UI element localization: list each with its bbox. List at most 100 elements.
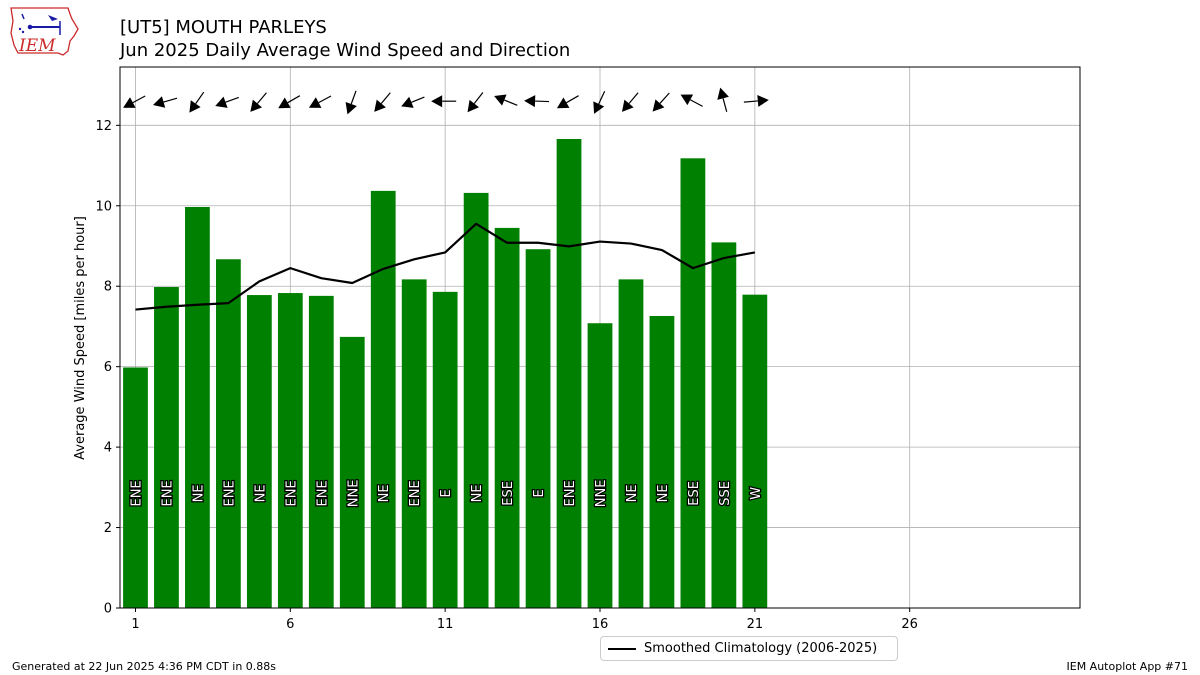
direction-label: E [439,489,454,497]
x-tick-label: 26 [901,617,918,632]
wind-arrow [556,95,579,109]
wind-arrow [717,87,729,112]
speed-bars [123,138,768,608]
legend-line-swatch [608,648,636,650]
wind-arrow [743,94,769,107]
direction-label: NNE [346,480,361,508]
direction-label: NE [253,484,268,502]
wind-arrow-shaft [504,99,518,106]
wind-arrow-shaft [195,91,205,104]
speed-bar [246,295,272,608]
x-tick-label: 21 [747,617,764,632]
speed-bar [742,294,768,608]
wind-arrow [680,94,703,107]
speed-bar [401,279,427,608]
footer-app: IEM Autoplot App #71 [1066,660,1189,673]
chart-subtitle: Jun 2025 Daily Average Wind Speed and Di… [120,40,571,61]
wind-arrow [278,95,301,109]
wind-arrow-head [593,101,605,114]
wind-arrow [621,92,639,112]
wind-arrow-shaft [473,92,484,104]
wind-arrow-shaft [256,92,267,104]
y-tick-label: 12 [95,119,112,134]
speed-bar [649,315,675,608]
wind-arrow-shaft [132,95,146,104]
wind-arrow-head [374,99,386,112]
wind-arrow-head [652,99,665,112]
wind-arrow-shaft [598,90,606,105]
direction-labels: ENE ENE NE ENE NE ENE ENE NNE NE ENE E NE ESE E ENE NNE… [128,478,765,508]
wind-arrow-shaft [411,96,425,103]
wind-arrow-head [524,95,536,108]
wind-arrow-head [215,96,228,108]
direction-label: ESE [687,481,702,506]
wind-arrow-shaft [318,95,332,104]
wind-arrow-shaft [287,95,301,104]
wind-arrow-shaft [350,90,357,105]
chart-title: [UT5] MOUTH PARLEYS [120,17,327,38]
wind-arrow-head [494,94,507,106]
direction-label: NE [377,484,392,502]
wind-arrow-head [680,94,694,106]
x-axis-ticks: 1 6 11 16 21 26 [131,608,918,632]
wind-arrow-head [152,96,166,108]
y-axis-ticks: 0 2 4 6 8 10 12 [95,119,120,617]
direction-label: NE [656,484,671,502]
wind-arrow-head [717,87,729,100]
wind-arrow-head [431,95,443,108]
iem-logo: IEM [10,7,79,56]
x-tick-label: 1 [131,617,139,632]
speed-bar [339,336,365,608]
direction-label: ENE [408,480,423,506]
wind-arrow-head [308,97,322,108]
wind-arrow [401,96,425,108]
wind-arrow-shaft [566,95,579,104]
direction-label: ENE [563,480,578,506]
direction-label: ENE [160,480,175,506]
wind-arrow-head [123,97,136,108]
wind-arrow-shaft [380,92,391,104]
speed-bar [154,287,179,608]
direction-label: NE [191,484,206,502]
y-tick-label: 2 [104,521,112,536]
speed-bar [370,190,396,608]
wind-arrow [431,95,457,108]
wind-arrow [652,92,670,112]
direction-label: ENE [284,480,299,506]
y-tick-label: 10 [95,199,112,214]
climatology-line [135,222,756,311]
speed-bar [308,295,334,608]
wind-arrow-shaft [689,99,703,107]
wind-arrow [345,90,357,115]
wind-arrow-shaft [659,92,670,104]
speed-bar [277,293,303,608]
speed-bar [587,323,613,608]
wind-arrow-head [401,96,414,108]
direction-label: NNE [594,480,609,508]
direction-label: NE [625,484,640,502]
y-tick-label: 8 [104,280,112,295]
wind-direction-arrows [123,87,769,115]
wind-arrow-shaft [722,98,728,112]
direction-label: NE [470,484,485,502]
wind-arrow-head [250,99,263,112]
wind-arrow [494,94,518,106]
speed-bar [680,158,706,608]
wind-arrow-head [278,97,291,109]
wind-arrow-head [189,100,201,113]
wind-arrow-head [345,101,357,115]
y-tick-label: 4 [104,441,112,456]
wind-arrow [467,92,484,113]
direction-label: ESE [501,481,516,506]
speed-bar [556,138,582,608]
speed-bar [216,259,241,608]
wind-arrow [250,92,267,112]
wind-arrow [308,95,332,108]
wind-arrow-head [467,99,480,113]
wind-arrow [189,91,205,113]
y-tick-label: 0 [104,602,112,617]
y-tick-label: 6 [104,360,112,375]
wind-arrow [215,96,239,108]
wind-arrow [123,95,146,108]
